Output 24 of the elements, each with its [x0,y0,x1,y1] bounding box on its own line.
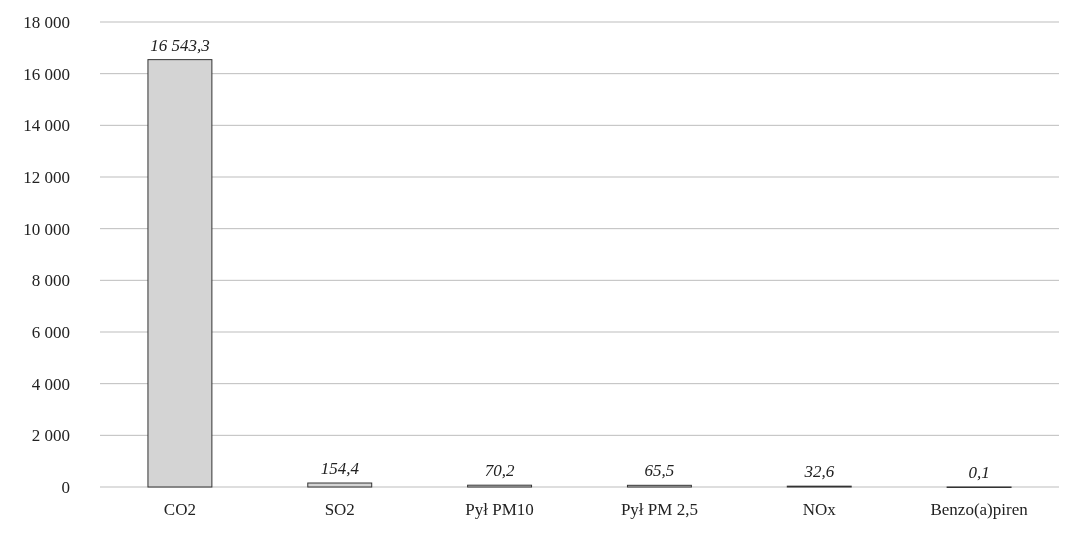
y-tick-label: 18 000 [23,12,70,32]
y-tick-label: 2 000 [31,426,70,446]
bar [307,482,373,488]
data-label: 65,5 [644,461,675,481]
x-tick-label: Pył PM 2,5 [620,500,698,519]
data-label: 154,4 [320,459,360,479]
x-tick-label: SO2 [324,500,355,519]
y-tick-label: 0 [61,477,70,497]
y-tick-label: 12 000 [23,167,70,187]
bar [147,59,213,488]
data-label: 0,1 [968,463,990,482]
y-tick-label: 4 000 [31,374,70,394]
y-tick-label: 14 000 [23,116,70,136]
x-tick-label: CO2 [163,500,196,519]
data-label: 32,6 [803,462,835,482]
x-tick-label: Benzo(a)piren [930,500,1029,519]
y-tick-label: 16 000 [23,64,70,84]
y-tick-label: 10 000 [23,219,70,239]
x-tick-label: Pył PM10 [465,500,534,519]
x-tick-label: NOx [802,500,837,519]
data-label: 16 543,3 [150,35,210,55]
data-label: 70,2 [484,461,515,481]
y-tick-label: 8 000 [31,271,70,291]
y-tick-label: 6 000 [31,322,70,342]
